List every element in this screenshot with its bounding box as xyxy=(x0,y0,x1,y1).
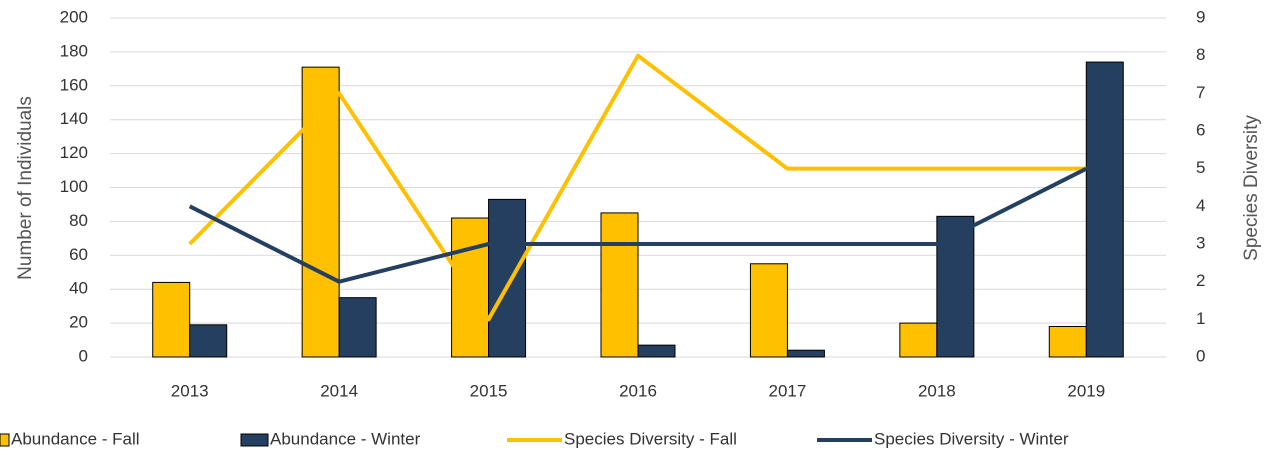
y2-tick-label: 0 xyxy=(1196,346,1205,365)
legend-label: Abundance - Winter xyxy=(270,429,421,448)
y-tick-label: 0 xyxy=(79,346,88,365)
bar xyxy=(451,217,490,358)
y2-tick-label: 9 xyxy=(1196,7,1205,26)
legend-label: Abundance - Fall xyxy=(11,429,140,448)
x-tick-label: 2019 xyxy=(1067,381,1105,400)
bar xyxy=(637,344,676,358)
y-tick-label: 180 xyxy=(60,41,88,60)
y-tick-label: 100 xyxy=(60,177,88,196)
x-tick-label: 2017 xyxy=(769,381,807,400)
y2-tick-label: 7 xyxy=(1196,83,1205,102)
y2-tick-label: 1 xyxy=(1196,309,1205,328)
legend-swatch xyxy=(0,433,10,447)
y2-tick-label: 4 xyxy=(1196,196,1205,215)
bar xyxy=(1048,325,1087,358)
y2-tick-label: 2 xyxy=(1196,271,1205,290)
line-series xyxy=(188,166,1088,284)
bar xyxy=(786,349,825,358)
bar xyxy=(899,322,938,358)
bar xyxy=(152,281,191,358)
bar xyxy=(338,297,377,358)
bar xyxy=(301,66,340,358)
bar xyxy=(600,212,639,358)
y-tick-label: 80 xyxy=(69,211,88,230)
legend-label: Species Diversity - Winter xyxy=(874,429,1069,448)
y-tick-label: 40 xyxy=(69,279,88,298)
x-tick-label: 2013 xyxy=(171,381,209,400)
y-tick-label: 60 xyxy=(69,245,88,264)
x-tick-label: 2016 xyxy=(619,381,657,400)
bar xyxy=(936,215,975,358)
bar xyxy=(1085,61,1124,358)
legend-label: Species Diversity - Fall xyxy=(564,429,737,448)
y-tick-label: 200 xyxy=(60,7,88,26)
y-tick-label: 120 xyxy=(60,143,88,162)
x-tick-label: 2014 xyxy=(320,381,358,400)
y2-tick-label: 3 xyxy=(1196,233,1205,252)
x-tick-label: 2018 xyxy=(918,381,956,400)
y2-axis-title: Species Diversity xyxy=(1241,115,1262,261)
y2-tick-label: 6 xyxy=(1196,120,1205,139)
legend-swatch xyxy=(240,433,269,447)
y-tick-label: 20 xyxy=(69,313,88,332)
bar xyxy=(189,324,228,358)
line-series xyxy=(188,53,1087,322)
y-axis-title: Number of Individuals xyxy=(15,96,36,280)
y-tick-label: 140 xyxy=(60,109,88,128)
y-tick-label: 160 xyxy=(60,75,88,94)
bar xyxy=(749,263,788,358)
bar xyxy=(488,198,527,358)
x-tick-label: 2015 xyxy=(470,381,508,400)
y2-tick-label: 5 xyxy=(1196,158,1205,177)
y2-tick-label: 8 xyxy=(1196,45,1205,64)
